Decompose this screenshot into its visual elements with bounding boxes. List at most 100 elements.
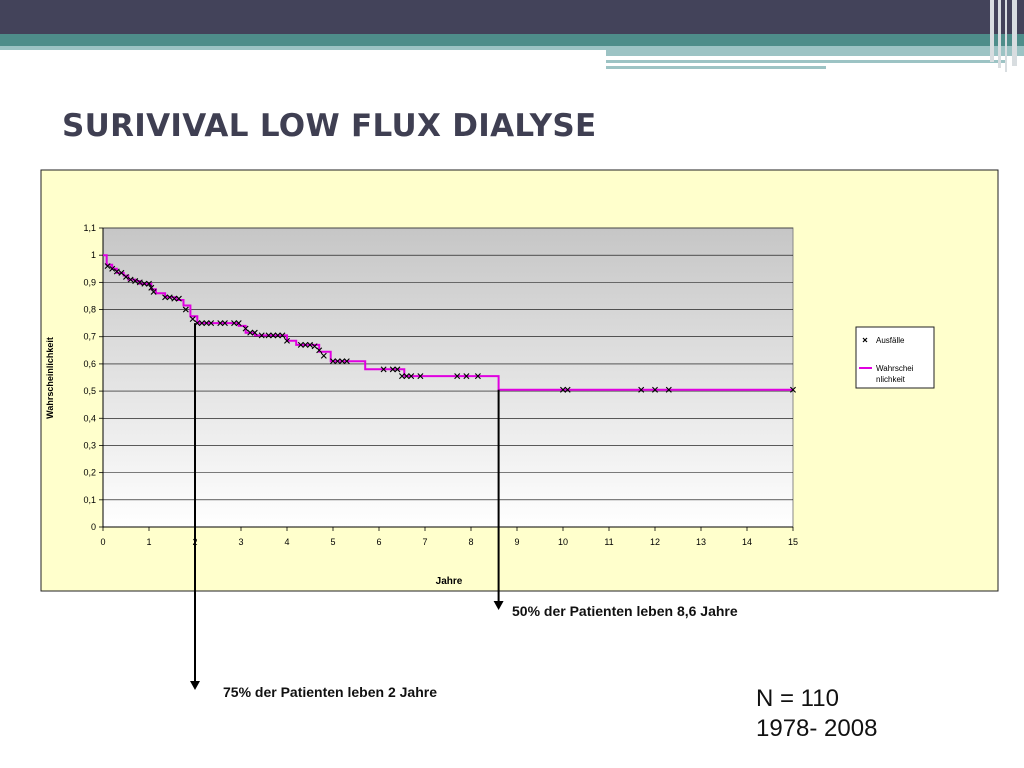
y-tick-label: 1 <box>91 250 96 260</box>
legend-label-wahrscheinlichkeit-line2: nlichkeit <box>876 375 906 384</box>
data-point-marker <box>132 278 139 284</box>
data-point-marker <box>311 343 318 350</box>
legend-box <box>855 326 935 389</box>
data-point-marker <box>399 373 405 380</box>
data-point-marker <box>104 263 111 270</box>
series-ausfaelle-markers <box>104 263 796 393</box>
header-light-band-left <box>0 46 606 50</box>
data-point-marker <box>162 294 169 301</box>
data-point-marker <box>242 325 249 332</box>
data-point-marker <box>279 332 286 339</box>
data-point-marker <box>302 341 309 348</box>
data-point-marker <box>258 332 265 339</box>
data-point-marker <box>343 358 350 365</box>
data-point-marker <box>265 332 272 339</box>
data-point-marker <box>175 295 182 302</box>
annotation-75-percent: 75% der Patienten leben 2 Jahre <box>223 684 437 700</box>
data-point-marker <box>307 341 313 348</box>
data-point-marker <box>652 386 658 393</box>
data-point-marker <box>118 269 125 276</box>
grid-lines <box>103 227 793 501</box>
x-tick-label: 15 <box>788 537 798 547</box>
data-point-marker <box>284 337 290 344</box>
data-point-marker <box>231 320 238 327</box>
data-point-marker <box>330 358 336 365</box>
data-point-marker <box>638 386 645 393</box>
data-point-marker <box>320 352 327 359</box>
data-point-marker <box>380 366 387 373</box>
data-point-marker <box>334 358 341 365</box>
x-tick-label: 6 <box>376 537 381 547</box>
data-point-marker <box>454 373 461 380</box>
y-tick-label: 0,4 <box>83 413 96 423</box>
data-point-marker <box>217 320 224 327</box>
data-point-marker <box>251 329 258 336</box>
header-line-2 <box>606 66 826 69</box>
data-point-marker <box>408 373 415 380</box>
data-point-marker <box>665 386 672 393</box>
axes <box>99 227 794 531</box>
data-point-marker <box>474 373 481 380</box>
reference-arrowhead-2-years <box>190 681 200 690</box>
data-point-marker <box>148 284 155 291</box>
x-tick-label: 5 <box>330 537 335 547</box>
data-point-marker <box>339 358 346 365</box>
data-point-marker <box>141 280 148 287</box>
data-point-marker <box>790 386 796 393</box>
data-point-marker <box>389 366 396 373</box>
header-stripe-2 <box>998 0 1001 68</box>
header-light-band-right <box>606 46 1024 56</box>
slide-title: SURIVIVAL LOW FLUX DIALYSE <box>62 108 597 144</box>
y-tick-label: 0,8 <box>83 305 96 315</box>
header-teal-band <box>0 34 1024 46</box>
data-point-marker <box>166 294 173 301</box>
y-tick-label: 0,2 <box>83 468 96 478</box>
x-tick-label: 12 <box>650 537 660 547</box>
legend-label-ausfaelle: Ausfälle <box>876 336 905 345</box>
header-decoration <box>0 0 1024 72</box>
data-point-marker <box>417 373 424 380</box>
data-point-marker <box>394 366 401 373</box>
data-point-marker <box>270 332 277 339</box>
y-tick-label: 0,5 <box>83 386 96 396</box>
data-point-marker <box>316 347 323 354</box>
data-point-marker <box>150 288 157 295</box>
x-axis-label: Jahre <box>436 576 463 587</box>
data-point-marker <box>109 265 116 272</box>
data-point-marker <box>189 316 196 323</box>
annotation-50-percent: 50% der Patienten leben 8,6 Jahre <box>512 603 738 619</box>
data-point-marker <box>564 386 571 393</box>
header-stripe-4 <box>1012 0 1017 66</box>
data-point-marker <box>274 332 281 339</box>
y-tick-label: 0 <box>91 522 96 532</box>
x-tick-label: 1 <box>146 537 151 547</box>
sample-size-label: N = 110 <box>756 685 839 712</box>
data-point-marker <box>182 306 189 313</box>
plot-area <box>102 227 794 528</box>
y-tick-label: 1,1 <box>83 223 96 233</box>
data-point-marker <box>297 341 304 348</box>
x-tick-label: 4 <box>284 537 289 547</box>
header-dark-band <box>0 0 1024 34</box>
y-tick-label: 0,3 <box>83 440 96 450</box>
x-tick-label: 0 <box>100 537 105 547</box>
x-tick-label: 11 <box>604 537 613 547</box>
y-tick-labels: 0 0,1 0,2 0,3 0,4 0,5 0,6 0,7 0,8 0,9 1 1,1 <box>83 223 96 532</box>
legend-label-wahrscheinlichkeit-line1: Wahrschei <box>876 364 914 373</box>
legend: Ausfälle Wahrschei nlichkeit <box>855 326 935 389</box>
y-axis-label: Wahrscheinlichkeit <box>45 337 55 419</box>
data-point-marker <box>203 320 210 327</box>
data-point-marker <box>146 280 152 287</box>
y-tick-label: 0,9 <box>83 277 96 287</box>
data-point-marker <box>560 386 566 393</box>
x-tick-label: 9 <box>514 537 519 547</box>
reference-arrows <box>190 323 504 690</box>
data-point-marker <box>463 373 470 380</box>
y-tick-label: 0,1 <box>83 495 96 505</box>
data-point-marker <box>123 273 129 280</box>
y-tick-label: 0,7 <box>83 332 96 342</box>
x-tick-label: 13 <box>696 537 706 547</box>
x-tick-label: 8 <box>468 537 473 547</box>
data-point-marker <box>171 295 178 302</box>
